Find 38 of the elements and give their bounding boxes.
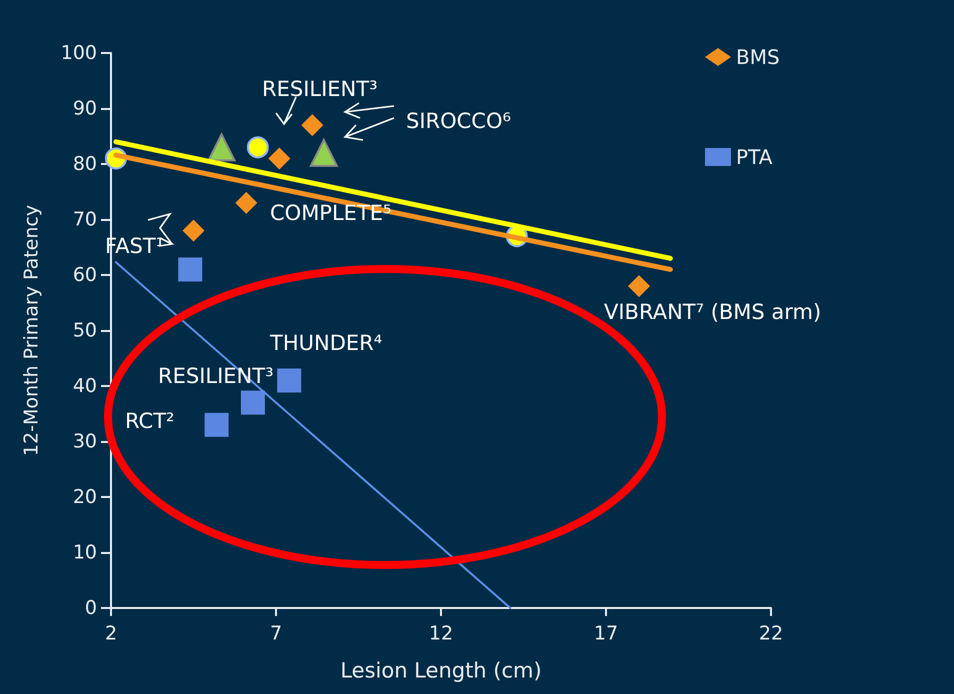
point [204, 412, 229, 437]
point [310, 138, 338, 167]
x-tick-label: 22 [758, 622, 784, 644]
y-tick-label: 80 [72, 153, 97, 175]
annotation: COMPLETE⁵ [270, 201, 392, 225]
y-axis-title: 12-Month Primary Patency [20, 204, 42, 456]
x-tick-label: 7 [270, 622, 282, 644]
annotation: THUNDER⁴ [269, 331, 382, 355]
y-tick-label: 70 [72, 208, 97, 230]
y-tick-label: 40 [72, 375, 97, 397]
x-axis-title: Lesion Length (cm) [340, 658, 542, 682]
x-tick-label: 12 [428, 622, 454, 644]
y-tick-label: 90 [72, 98, 97, 120]
annotation: RESILIENT³ [262, 77, 378, 101]
point [628, 275, 650, 298]
annotation: RCT² [125, 409, 174, 433]
point [240, 390, 265, 415]
point [208, 133, 236, 162]
y-tick-label: 20 [72, 486, 97, 508]
legend-label: PTA [736, 145, 773, 169]
point [277, 368, 302, 392]
y-tick-label: 100 [60, 42, 97, 64]
annotation: SIROCCO⁶ [406, 109, 511, 133]
point [246, 136, 269, 158]
x-tick-label: 2 [104, 622, 118, 644]
y-tick-label: 10 [72, 542, 97, 564]
y-tick-label: 60 [72, 264, 97, 286]
annotation: VIBRANT⁷ (BMS arm) [604, 300, 822, 324]
legend-label: BMS [736, 45, 780, 69]
y-tick-label: 50 [72, 320, 97, 342]
point [235, 192, 258, 214]
point [182, 220, 204, 242]
y-tick-label: 30 [72, 430, 97, 452]
point [268, 147, 290, 170]
point [301, 114, 324, 136]
point [178, 257, 202, 282]
x-tick-label: 17 [594, 622, 618, 644]
y-tick-label: 0 [84, 597, 97, 619]
